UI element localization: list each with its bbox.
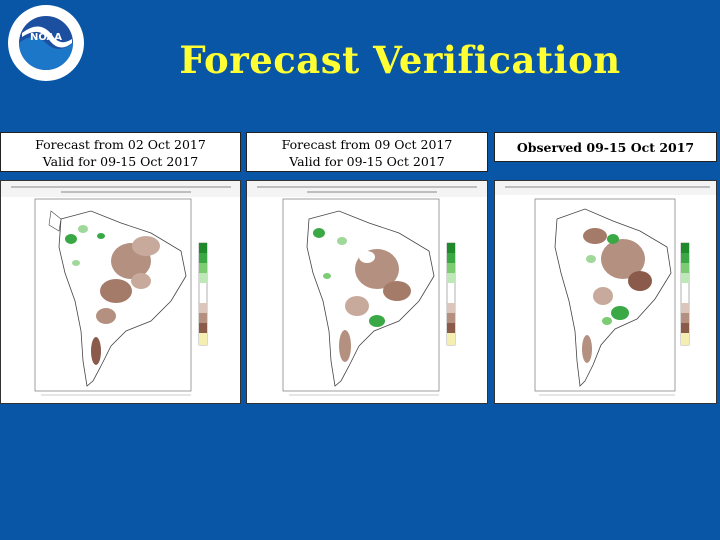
forecast-map-09oct [246, 180, 488, 404]
panel-1-caption-line2: Valid for 09-15 Oct 2017 [42, 154, 199, 169]
panel-2-caption-line2: Valid for 09-15 Oct 2017 [289, 154, 445, 169]
noaa-logo: NOAA [6, 3, 86, 83]
observed-map [494, 180, 717, 404]
page-title: Forecast Verification [179, 38, 621, 82]
panel-2-caption: Forecast from 09 Oct 2017 Valid for 09-1… [246, 132, 488, 172]
panel-1-caption: Forecast from 02 Oct 2017 Valid for 09-1… [0, 132, 241, 172]
panel-3-caption: Observed 09-15 Oct 2017 [494, 132, 717, 162]
panel-3-caption-line1: Observed 09-15 Oct 2017 [516, 140, 695, 155]
logo-text: NOAA [30, 32, 62, 43]
forecast-map-02oct [0, 180, 241, 404]
panel-1-caption-line1: Forecast from 02 Oct 2017 [35, 137, 206, 152]
panel-2-caption-line1: Forecast from 09 Oct 2017 [281, 137, 453, 152]
